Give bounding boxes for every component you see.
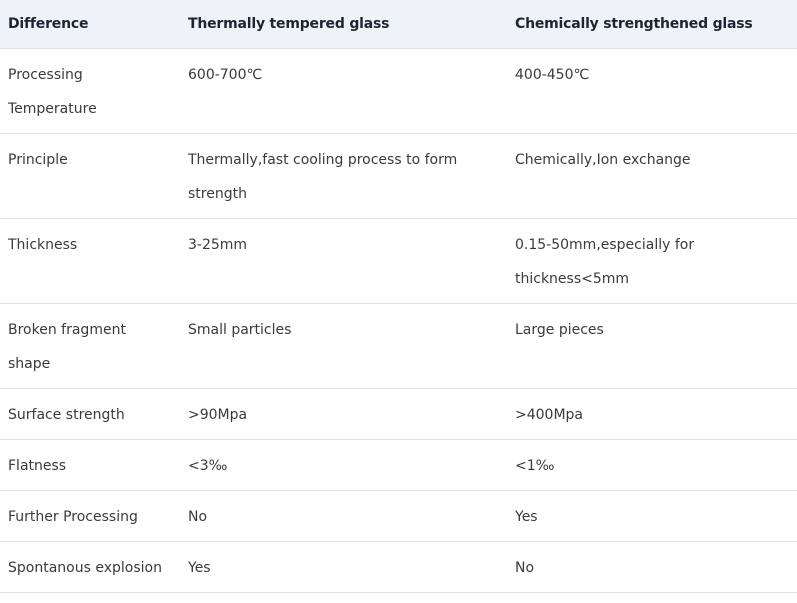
- row-label: Further Processing: [0, 490, 180, 542]
- table-cell: Large pieces: [507, 303, 797, 389]
- row-label: Processing Temperature: [0, 48, 180, 134]
- table-row: Processing Temperature 600-700℃ 400-450℃: [0, 48, 797, 134]
- table-cell: No: [180, 490, 507, 542]
- table-cell: Small particles: [180, 303, 507, 389]
- table-row: Further Processing No Yes: [0, 490, 797, 542]
- table-row: Principle Thermally,fast cooling process …: [0, 133, 797, 219]
- table-row: Thickness 3-25mm 0.15-50mm,especially for …: [0, 218, 797, 304]
- table-cell: Yes: [180, 541, 507, 593]
- table-cell: 0.15-50mm,especially for thickness<5mm: [507, 218, 797, 304]
- table-cell: Chemically,Ion exchange: [507, 133, 797, 219]
- row-label: Spontanous explosion: [0, 541, 180, 593]
- table-cell: <1‰: [507, 439, 797, 491]
- row-label: Surface strength: [0, 388, 180, 440]
- table-cell: <3‰: [180, 439, 507, 491]
- table-row: Flatness <3‰ <1‰: [0, 439, 797, 491]
- header-cell: Difference: [0, 0, 180, 49]
- table-cell: 3-25mm: [180, 218, 507, 304]
- row-label: Principle: [0, 133, 180, 219]
- row-label: Flatness: [0, 439, 180, 491]
- table-cell: >90Mpa: [180, 388, 507, 440]
- header-row: Difference Thermally tempered glass Chemic…: [0, 0, 797, 49]
- table-cell: Yes: [507, 490, 797, 542]
- table-row: Surface strength >90Mpa >400Mpa: [0, 388, 797, 440]
- row-label: Broken fragment shape: [0, 303, 180, 389]
- header-cell: Chemically strengthened glass: [507, 0, 797, 49]
- table-cell: No: [507, 541, 797, 593]
- table-row: Broken fragment shape Small particles Larg…: [0, 303, 797, 389]
- table-body: Processing Temperature 600-700℃ 400-450℃ Pr…: [0, 48, 797, 593]
- table-cell: 400-450℃: [507, 48, 797, 134]
- row-label: Thickness: [0, 218, 180, 304]
- header-cell: Thermally tempered glass: [180, 0, 507, 49]
- table-cell: >400Mpa: [507, 388, 797, 440]
- table-cell: 600-700℃: [180, 48, 507, 134]
- table-cell: Thermally,fast cooling process to form s…: [180, 133, 507, 219]
- table-header: Difference Thermally tempered glass Chemic…: [0, 0, 797, 49]
- table-row: Spontanous explosion Yes No: [0, 541, 797, 593]
